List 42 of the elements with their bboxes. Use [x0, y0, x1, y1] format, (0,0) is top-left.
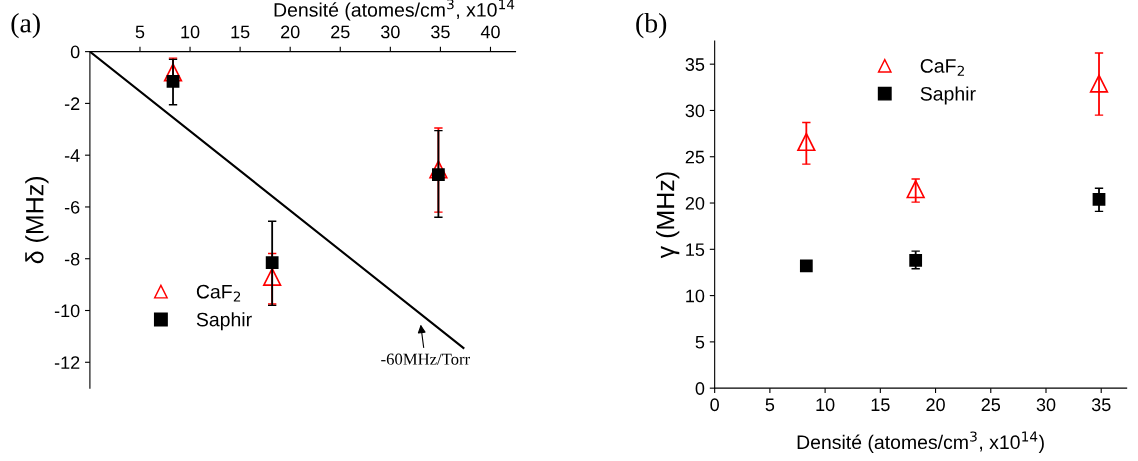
- legend-label: Saphir: [920, 86, 976, 105]
- y-tick-label: -6: [64, 200, 80, 214]
- y-tick-label: 0: [695, 382, 705, 395]
- x-tick-label: 25: [331, 25, 350, 39]
- y-tick-label: 25: [685, 150, 705, 164]
- y-tick-label: 15: [686, 243, 705, 257]
- x-tick-label: 25: [981, 398, 1001, 412]
- y-tick-label: -12: [54, 356, 80, 369]
- x-axis-title: Densité (atomes/cm$^{3}$, x10$^{14}$: [274, 0, 515, 21]
- x-tick-label: 15: [231, 25, 250, 39]
- y-tick-label: -2: [64, 97, 80, 110]
- x-tick-label: 15: [871, 398, 890, 412]
- y-axis-title: γ (MHz): [656, 172, 680, 259]
- y-tick-label: 5: [695, 336, 705, 349]
- x-tick-label: 20: [281, 25, 300, 39]
- x-tick-label: 10: [816, 398, 835, 412]
- x-tick-label: 5: [765, 398, 775, 412]
- x-tick-label: 30: [1036, 398, 1056, 412]
- x-tick-label: 30: [380, 25, 400, 39]
- y-tick-label: -4: [64, 149, 80, 162]
- y-tick-label: -8: [64, 252, 80, 266]
- annotation: -60MHz/Torr: [381, 353, 470, 365]
- legend-label: Saphir: [196, 312, 252, 331]
- y-axis-title: δ (MHz): [25, 177, 49, 264]
- x-tick-label: 40: [480, 25, 500, 39]
- x-tick-label: 0: [710, 398, 719, 412]
- x-tick-label: 20: [926, 398, 945, 412]
- y-tick-label: -10: [54, 304, 80, 318]
- y-tick-label: 30: [685, 104, 705, 118]
- legend-label: CaF$_{2}$: [920, 59, 964, 76]
- x-tick-label: 10: [181, 25, 200, 39]
- x-tick-label: 35: [431, 25, 450, 39]
- x-tick-label: 5: [135, 25, 145, 39]
- chart-title: (b): [636, 12, 667, 39]
- x-tick-label: 35: [1091, 398, 1111, 412]
- y-tick-label: 0: [70, 45, 80, 59]
- y-tick-label: 10: [686, 289, 705, 303]
- chart-title: (a): [11, 12, 40, 39]
- y-tick-label: 20: [685, 196, 705, 210]
- y-tick-label: 35: [685, 58, 705, 71]
- legend-label: CaF$_{2}$: [196, 284, 241, 302]
- x-axis-title: Densité (atomes/cm$^{3}$, x10$^{14}$): [797, 431, 1044, 453]
